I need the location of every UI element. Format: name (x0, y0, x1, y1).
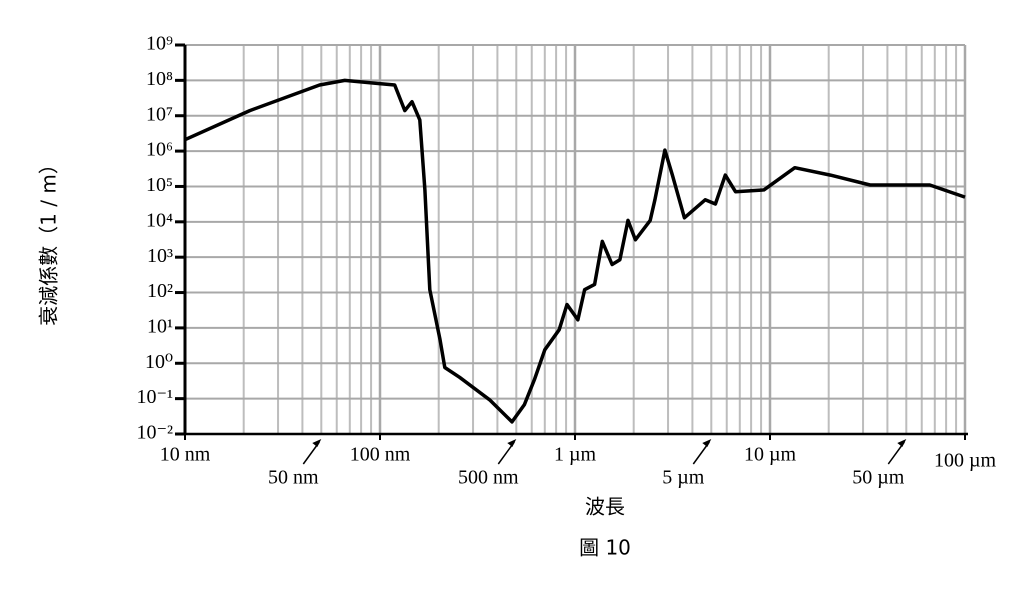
annotation-label: 50 µm (852, 467, 905, 489)
y-tick-label: 10¹ (147, 316, 173, 338)
annotation-label: 500 nm (458, 467, 519, 489)
y-tick-label: 10⁹ (146, 33, 173, 55)
y-tick-label: 10⁻² (136, 422, 173, 444)
x-tick-label: 10 nm (160, 444, 211, 466)
data-line (184, 78, 966, 424)
y-tick-label: 10⁵ (146, 174, 173, 196)
x-tick-label: 100 µm (934, 450, 997, 472)
y-tick-label: 10⁸ (146, 68, 173, 90)
annotation-label: 5 µm (662, 467, 705, 489)
y-tick-label: 10⁻¹ (136, 386, 173, 408)
x-tick-label: 10 µm (744, 444, 797, 466)
y-axis-label: 衰減係數（1 / m） (37, 154, 61, 326)
x-tick-label: 100 nm (350, 444, 411, 466)
y-tick-label: 10⁶ (146, 139, 173, 161)
y-tick-label: 10⁰ (145, 351, 173, 373)
arrow-head (507, 439, 517, 447)
y-tick-label: 10² (147, 280, 173, 302)
x-axis-label: 波長 (585, 495, 625, 519)
y-tick-label: 10⁴ (146, 209, 173, 231)
caption: 圖 10 (579, 536, 631, 560)
y-tick-label: 10³ (147, 245, 173, 267)
arrow-head (702, 439, 712, 447)
arrow-head (312, 439, 322, 447)
y-tick-label: 10⁷ (146, 103, 173, 125)
annotation-label: 50 nm (268, 467, 319, 489)
x-tick-label: 1 µm (554, 444, 597, 466)
arrow-head (897, 439, 907, 447)
